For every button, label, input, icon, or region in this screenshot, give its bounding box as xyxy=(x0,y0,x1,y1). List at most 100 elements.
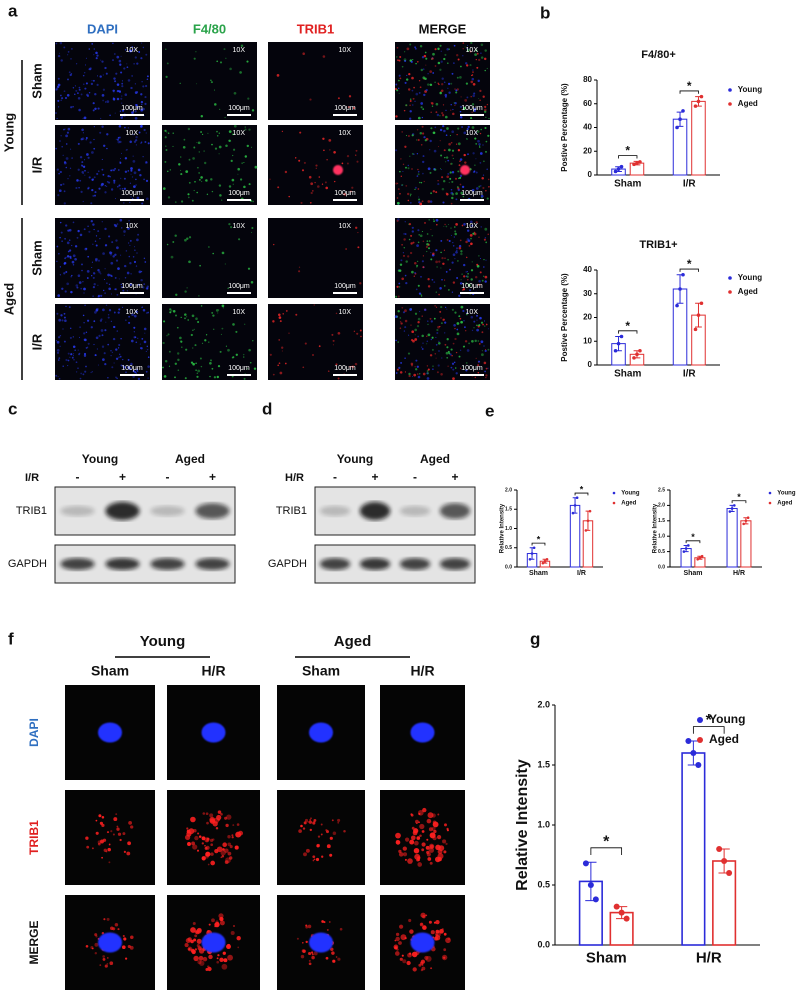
signal-dot xyxy=(248,183,251,186)
signal-dot xyxy=(321,183,324,185)
signal-dot xyxy=(68,228,72,232)
signal-dot xyxy=(427,368,430,371)
signal-dot xyxy=(127,358,130,361)
nucleus xyxy=(201,932,226,953)
signal-dot xyxy=(135,144,138,146)
signal-dot xyxy=(190,816,196,823)
signal-dot xyxy=(417,317,421,321)
signal-dot xyxy=(455,91,458,94)
signal-dot xyxy=(218,309,220,311)
signal-dot xyxy=(207,863,210,866)
y-tick-label: 1.5 xyxy=(537,759,550,769)
blot-band xyxy=(439,558,471,570)
signal-dot xyxy=(65,134,68,138)
signal-dot xyxy=(432,72,435,74)
signal-dot xyxy=(472,82,476,86)
signal-dot xyxy=(145,161,148,163)
signal-dot xyxy=(66,94,70,97)
signal-dot xyxy=(141,338,144,340)
signal-dot xyxy=(83,338,87,342)
signal-dot xyxy=(450,234,452,236)
group-label: Young xyxy=(1,113,16,153)
signal-dot xyxy=(475,132,477,134)
blot-band xyxy=(195,503,230,519)
scale-bar-label: 100μm xyxy=(461,283,483,290)
signal-dot xyxy=(395,56,398,58)
signal-dot xyxy=(455,89,458,92)
signal-dot xyxy=(103,352,106,355)
signal-dot xyxy=(99,237,101,240)
signal-dot xyxy=(404,326,407,329)
signal-dot xyxy=(120,254,122,256)
signal-dot xyxy=(142,286,145,289)
x-tick-label: Sham xyxy=(529,570,548,577)
signal-dot xyxy=(95,819,98,822)
signal-dot xyxy=(134,110,137,113)
signal-dot xyxy=(91,371,93,373)
signal-dot xyxy=(451,291,454,293)
signal-dot xyxy=(77,367,79,370)
signal-dot xyxy=(186,829,191,834)
signal-dot xyxy=(206,837,210,841)
signal-dot xyxy=(433,149,437,153)
signal-dot xyxy=(115,376,117,379)
signal-dot xyxy=(91,947,94,950)
signal-dot xyxy=(106,147,108,150)
signal-dot xyxy=(227,835,231,839)
signal-dot xyxy=(92,102,95,105)
signal-dot xyxy=(401,184,403,187)
signal-dot xyxy=(438,83,440,86)
signal-dot xyxy=(228,222,231,226)
signal-dot xyxy=(430,967,433,970)
signal-dot xyxy=(398,849,402,854)
signal-dot xyxy=(123,234,125,236)
signal-dot xyxy=(404,357,406,360)
signal-dot xyxy=(298,159,301,162)
signal-dot xyxy=(420,102,424,105)
scale-bar-label: 100μm xyxy=(334,283,356,290)
signal-dot xyxy=(444,53,447,56)
signal-dot xyxy=(450,348,453,351)
signal-dot xyxy=(444,93,448,97)
signal-dot xyxy=(90,220,93,223)
signal-dot xyxy=(444,332,446,334)
signal-dot xyxy=(117,832,122,836)
signal-dot xyxy=(402,852,408,857)
signal-dot xyxy=(95,57,98,60)
row-label: I/R xyxy=(29,333,44,350)
signal-dot xyxy=(251,231,253,233)
signal-dot xyxy=(134,117,138,120)
x-tick-label: H/R xyxy=(696,949,722,966)
signal-dot xyxy=(104,268,106,270)
signal-dot xyxy=(459,317,462,320)
signal-dot xyxy=(404,81,407,84)
signal-dot xyxy=(209,359,213,362)
signal-dot xyxy=(116,55,120,59)
signal-dot xyxy=(416,60,419,63)
signal-dot xyxy=(244,155,248,158)
signal-dot xyxy=(137,370,139,372)
signal-dot xyxy=(479,152,483,155)
signal-dot xyxy=(434,353,437,355)
signal-dot xyxy=(337,377,340,380)
signal-dot xyxy=(415,92,419,96)
signal-dot xyxy=(441,187,445,191)
scale-bar-label: 100μm xyxy=(228,190,250,197)
signal-dot xyxy=(250,281,254,284)
signal-dot xyxy=(299,131,302,134)
signal-dot xyxy=(460,250,463,253)
signal-dot xyxy=(466,44,469,47)
signal-dot xyxy=(126,271,130,275)
data-point xyxy=(746,516,750,520)
signal-dot xyxy=(164,359,168,363)
signal-dot xyxy=(450,162,453,165)
signal-dot xyxy=(452,253,456,256)
signal-dot xyxy=(395,936,400,942)
signal-dot xyxy=(128,367,132,370)
signal-dot xyxy=(125,149,127,151)
signal-dot xyxy=(216,957,219,960)
signal-dot xyxy=(414,840,419,846)
signal-dot xyxy=(210,178,213,181)
signal-dot xyxy=(235,330,238,333)
